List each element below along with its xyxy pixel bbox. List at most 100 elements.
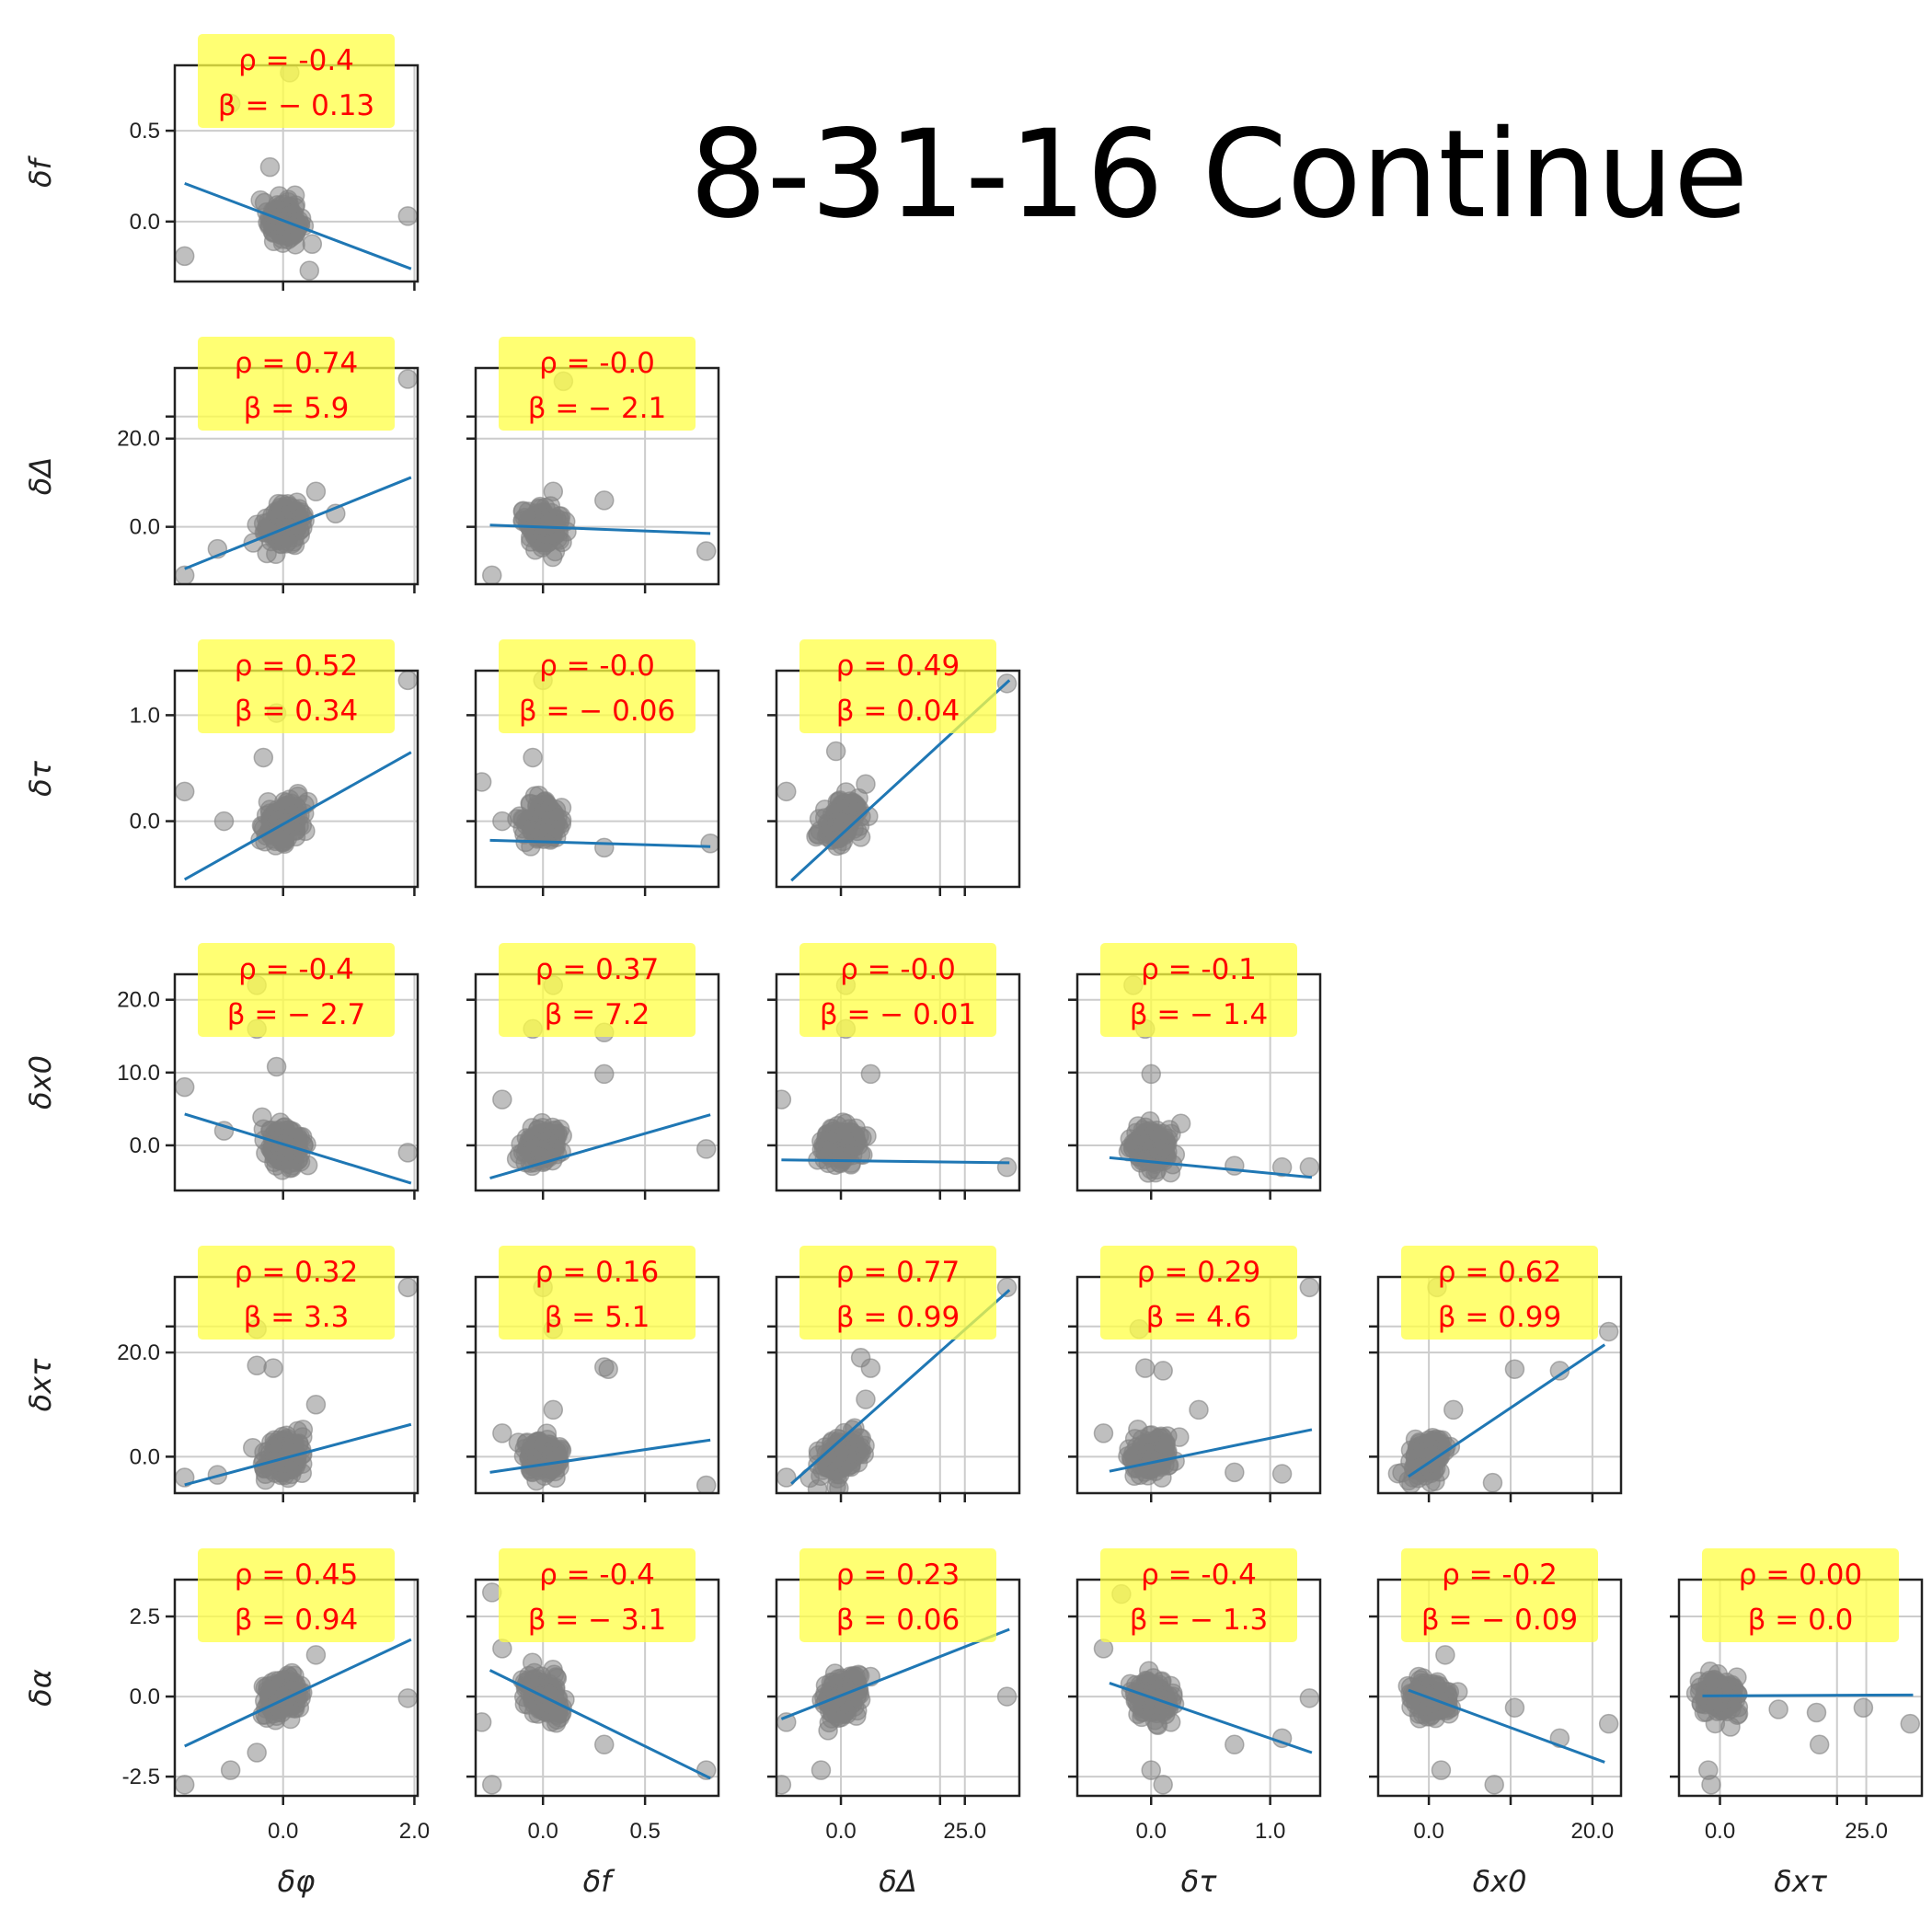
y-tick-label: 0.0 <box>130 810 160 834</box>
data-point <box>534 1466 555 1486</box>
data-point <box>397 206 418 226</box>
points-group <box>1109 975 1320 1183</box>
regression-line <box>489 1438 711 1474</box>
x-axis-label: δΔ <box>879 1864 916 1899</box>
points-group <box>175 1277 418 1490</box>
data-point <box>811 1760 832 1780</box>
points-group <box>776 673 1018 882</box>
data-point <box>1549 1361 1570 1381</box>
data-point <box>996 1686 1018 1707</box>
data-point <box>305 1645 327 1665</box>
regression-line <box>184 1638 412 1748</box>
stat-annotation-box <box>499 1548 696 1642</box>
stat-annotation-box <box>499 639 696 733</box>
data-point <box>175 1775 195 1795</box>
scatter-panel: ρ = -0.4 β = − 3.1 0.0 0.5 δf <box>466 1548 720 1899</box>
data-point <box>1299 1277 1320 1298</box>
stat-annotation-box <box>198 1246 395 1340</box>
data-point <box>700 834 719 854</box>
scatter-panel: ρ = 0.23 β = 0.06 0.0 25.0 δΔ <box>767 1548 1021 1899</box>
y-tick-label: 0.0 <box>130 515 160 540</box>
data-point <box>996 1156 1018 1178</box>
data-point <box>492 811 512 832</box>
data-point <box>860 1064 881 1085</box>
data-point <box>1443 1399 1464 1420</box>
scatter-panel: ρ = -0.4 β = − 0.13 0.0 0.5 δf <box>23 34 420 291</box>
data-point <box>1141 1760 1161 1780</box>
rho-annotation: ρ = 0.23 <box>836 1558 960 1592</box>
regression-line <box>184 1422 412 1487</box>
beta-annotation: β = − 0.06 <box>519 695 675 728</box>
rho-annotation: ρ = -0.2 <box>1442 1558 1558 1592</box>
y-axis-label: δα <box>23 1669 58 1707</box>
y-tick-label: 0.5 <box>130 119 160 144</box>
x-tick-label: 1.0 <box>1255 1819 1285 1844</box>
data-point <box>1768 1699 1788 1719</box>
beta-annotation: β = 0.99 <box>836 1301 960 1334</box>
y-tick-label: -2.5 <box>122 1765 160 1789</box>
rho-annotation: ρ = -0.4 <box>238 953 354 986</box>
points-group <box>175 975 418 1185</box>
data-point <box>277 1669 298 1689</box>
rho-annotation: ρ = 0.32 <box>235 1256 358 1289</box>
data-point <box>860 1358 881 1378</box>
scatter-panel: ρ = 0.37 β = 7.2 <box>466 943 720 1200</box>
stat-annotation-box <box>799 639 996 733</box>
regression-line <box>489 838 711 848</box>
data-point <box>809 809 830 829</box>
data-point <box>543 1399 564 1420</box>
data-point <box>1135 1358 1156 1378</box>
beta-annotation: β = − 0.09 <box>1421 1604 1578 1637</box>
scatter-panel: ρ = 0.77 β = 0.99 <box>767 1246 1021 1502</box>
data-point <box>492 1423 512 1443</box>
data-point <box>1093 1423 1114 1443</box>
data-point <box>807 1478 828 1493</box>
beta-annotation: β = 0.34 <box>235 695 359 728</box>
data-point <box>1130 1133 1150 1153</box>
data-point <box>1504 1697 1525 1719</box>
x-tick-label: 0.0 <box>1136 1819 1167 1844</box>
points-group <box>489 1277 717 1493</box>
data-point <box>1703 1673 1724 1693</box>
beta-annotation: β = 5.1 <box>545 1301 650 1334</box>
data-point <box>1431 1760 1452 1780</box>
points-group <box>1387 1277 1619 1493</box>
beta-annotation: β = 0.99 <box>1438 1301 1562 1334</box>
stat-annotation-box <box>198 34 395 128</box>
data-point <box>476 1712 492 1732</box>
data-point <box>1702 1694 1723 1715</box>
y-tick-label: 0.0 <box>130 1444 160 1469</box>
stat-annotation-box <box>198 639 395 733</box>
beta-annotation: β = 5.9 <box>244 392 350 425</box>
data-point <box>481 1775 502 1795</box>
data-point <box>1147 1131 1167 1151</box>
data-point <box>1225 1156 1245 1176</box>
data-point <box>397 671 418 691</box>
data-point <box>533 804 553 824</box>
beta-annotation: β = 0.94 <box>235 1604 359 1637</box>
rho-annotation: ρ = -0.0 <box>539 650 655 683</box>
beta-annotation: β = 3.3 <box>244 1301 350 1334</box>
data-point <box>220 1760 241 1780</box>
data-point <box>1701 1775 1721 1795</box>
y-tick-label: 20.0 <box>117 1340 160 1365</box>
y-tick-label: 0.0 <box>130 1133 160 1158</box>
rho-annotation: ρ = 0.62 <box>1438 1256 1561 1289</box>
stat-annotation-box <box>1100 943 1297 1037</box>
stat-annotation-box <box>1401 1246 1598 1340</box>
points-group <box>175 65 418 281</box>
x-axis-label: δτ <box>1181 1864 1218 1899</box>
points-group <box>476 671 719 858</box>
data-point <box>1900 1713 1921 1734</box>
scatter-panel: ρ = -0.0 β = − 2.1 <box>466 337 720 593</box>
x-tick-label: 0.0 <box>528 1819 558 1844</box>
rho-annotation: ρ = 0.00 <box>1739 1558 1862 1592</box>
points-group <box>1093 1277 1320 1488</box>
points-group <box>1093 1583 1320 1795</box>
x-axis-label: δx0 <box>1473 1864 1527 1899</box>
rho-annotation: ρ = -0.0 <box>840 953 956 986</box>
points-group <box>482 371 717 584</box>
beta-annotation: β = 4.6 <box>1146 1301 1252 1334</box>
data-point <box>849 1428 870 1448</box>
rho-annotation: ρ = 0.52 <box>235 650 358 683</box>
